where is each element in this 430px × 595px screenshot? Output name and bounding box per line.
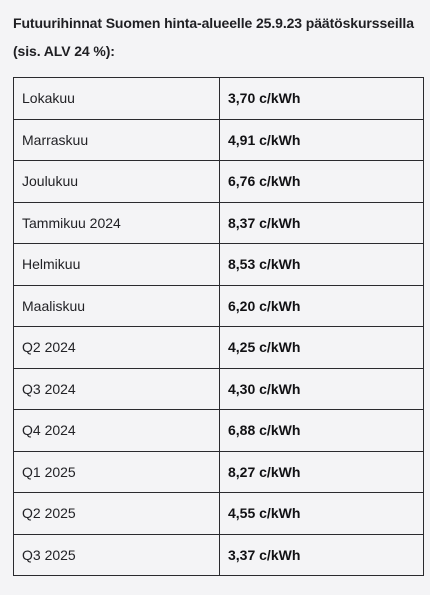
table-row: Lokakuu 3,70 c/kWh bbox=[13, 77, 424, 120]
table-row: Marraskuu 4,91 c/kWh bbox=[13, 118, 424, 161]
table-row: Joulukuu 6,76 c/kWh bbox=[13, 160, 424, 203]
period-cell: Lokakuu bbox=[13, 77, 220, 120]
period-cell: Joulukuu bbox=[13, 160, 220, 203]
price-cell: 4,91 c/kWh bbox=[219, 118, 424, 161]
period-cell: Q2 2024 bbox=[13, 326, 220, 369]
table-row: Q4 2024 6,88 c/kWh bbox=[13, 409, 424, 452]
heading-line-1: Futuurihinnat Suomen hinta-alueelle 25.9… bbox=[13, 15, 414, 31]
period-cell: Marraskuu bbox=[13, 118, 220, 161]
price-cell: 6,20 c/kWh bbox=[219, 284, 424, 327]
price-cell: 4,55 c/kWh bbox=[219, 492, 424, 535]
table-row: Helmikuu 8,53 c/kWh bbox=[13, 243, 424, 286]
price-cell: 3,37 c/kWh bbox=[219, 533, 424, 576]
table-row: Q1 2025 8,27 c/kWh bbox=[13, 450, 424, 493]
price-cell: 8,27 c/kWh bbox=[219, 450, 424, 493]
price-cell: 8,37 c/kWh bbox=[219, 201, 424, 244]
price-cell: 6,76 c/kWh bbox=[219, 160, 424, 203]
period-cell: Q3 2024 bbox=[13, 367, 220, 410]
period-cell: Q4 2024 bbox=[13, 409, 220, 452]
price-cell: 3,70 c/kWh bbox=[219, 77, 424, 120]
futures-price-table: Lokakuu 3,70 c/kWh Marraskuu 4,91 c/kWh … bbox=[13, 77, 424, 576]
period-cell: Q1 2025 bbox=[13, 450, 220, 493]
table-row: Q2 2025 4,55 c/kWh bbox=[13, 492, 424, 535]
period-cell: Helmikuu bbox=[13, 243, 220, 286]
table-row: Q3 2025 3,37 c/kWh bbox=[13, 533, 424, 576]
period-cell: Maaliskuu bbox=[13, 284, 220, 327]
table-row: Q3 2024 4,30 c/kWh bbox=[13, 367, 424, 410]
period-cell: Q2 2025 bbox=[13, 492, 220, 535]
table-row: Tammikuu 2024 8,37 c/kWh bbox=[13, 201, 424, 244]
price-table-container: Lokakuu 3,70 c/kWh Marraskuu 4,91 c/kWh … bbox=[13, 77, 424, 576]
price-cell: 8,53 c/kWh bbox=[219, 243, 424, 286]
period-cell: Q3 2025 bbox=[13, 533, 220, 576]
table-row: Maaliskuu 6,20 c/kWh bbox=[13, 284, 424, 327]
price-cell: 4,30 c/kWh bbox=[219, 367, 424, 410]
price-cell: 6,88 c/kWh bbox=[219, 409, 424, 452]
heading-line-2: (sis. ALV 24 %): bbox=[13, 43, 115, 59]
table-heading: Futuurihinnat Suomen hinta-alueelle 25.9… bbox=[13, 9, 423, 65]
period-cell: Tammikuu 2024 bbox=[13, 201, 220, 244]
table-row: Q2 2024 4,25 c/kWh bbox=[13, 326, 424, 369]
price-cell: 4,25 c/kWh bbox=[219, 326, 424, 369]
